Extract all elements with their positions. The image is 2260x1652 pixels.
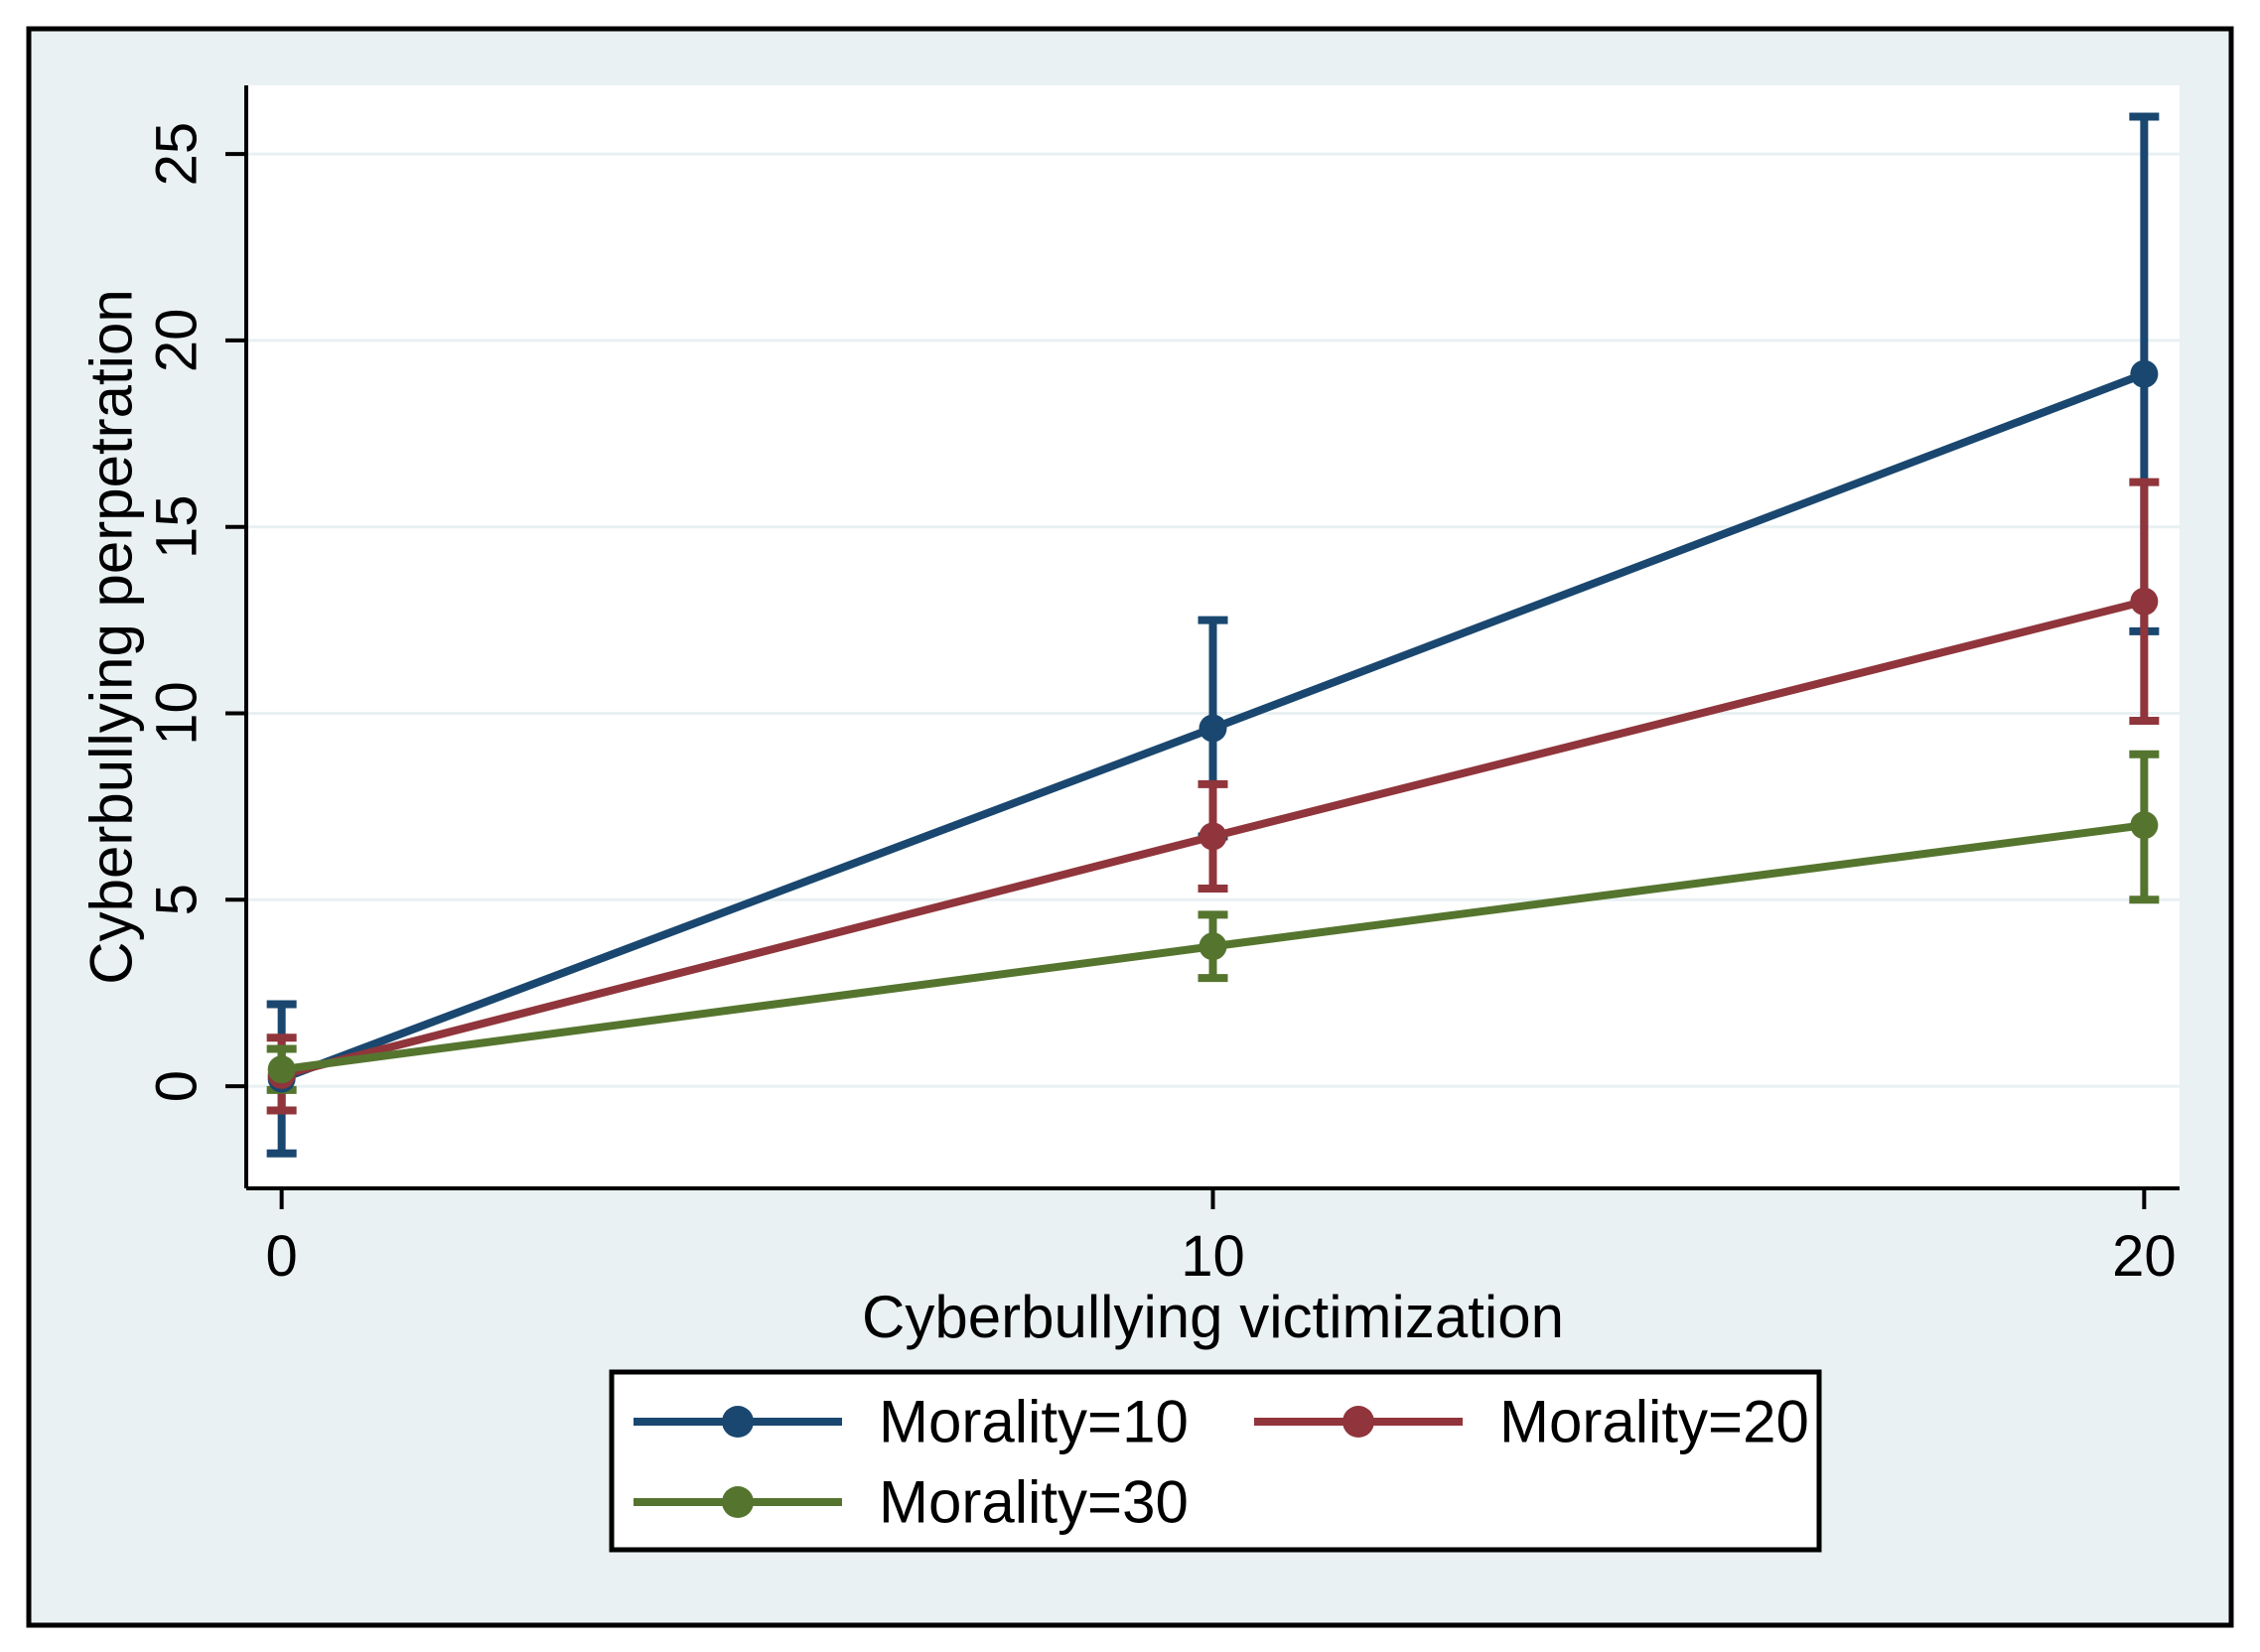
legend-marker [722,1406,754,1438]
data-point-marker [1199,932,1227,961]
y-tick-label: 20 [145,309,210,373]
legend-entry-0: Morality=10 [634,1389,1189,1455]
y-tick-label: 10 [145,681,210,746]
line-group-series-2 [267,811,2159,1084]
legend-box [609,1369,1822,1553]
y-axis-title: Cyberbullying perpetration [78,289,145,984]
legend-entry-label: Morality=20 [1499,1389,1809,1455]
line-group-series-1 [267,587,2159,1089]
legend-marker [1342,1406,1374,1438]
x-axis-title: Cyberbullying victimization [862,1284,1564,1350]
x-tick-label: 0 [266,1224,298,1289]
legend-entry-label: Morality=10 [879,1389,1189,1455]
y-tick-label: 15 [145,494,210,559]
data-point-marker [2130,587,2159,616]
data-point-marker [1199,714,1227,743]
y-tick-label: 0 [145,1070,210,1102]
x-tick-label: 10 [1181,1224,1245,1289]
legend-entry-label: Morality=30 [879,1469,1189,1536]
data-point-marker [1199,822,1227,851]
legend-marker [722,1486,754,1518]
data-point-marker [2130,359,2159,388]
legend-entry-2: Morality=30 [634,1469,1189,1536]
y-tick-label: 5 [145,884,210,915]
legend-entry-1: Morality=20 [1254,1389,1809,1455]
data-point-marker [267,1055,296,1084]
y-tick-label: 25 [145,122,210,187]
x-tick-label: 20 [2112,1224,2177,1289]
data-point-marker [2130,811,2159,840]
